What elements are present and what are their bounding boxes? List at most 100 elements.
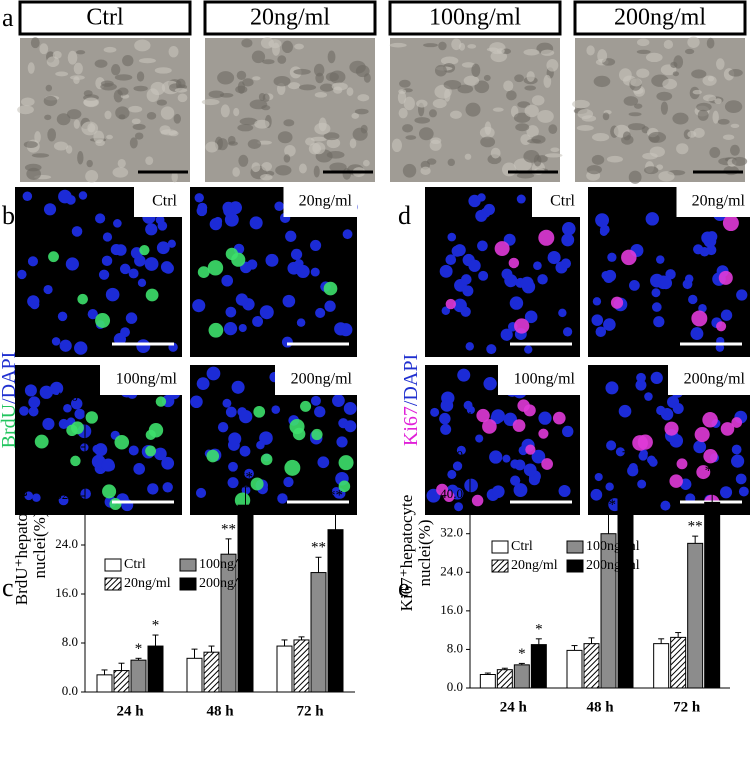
cell: [405, 135, 417, 140]
positive-nucleus: [525, 444, 536, 455]
nucleus: [462, 285, 474, 297]
nucleus: [731, 454, 745, 468]
nucleus: [283, 476, 294, 488]
nucleus: [154, 447, 167, 461]
positive-nucleus: [482, 419, 497, 434]
cell: [20, 97, 35, 107]
cell: [294, 43, 304, 50]
cell: [26, 167, 41, 180]
positive-nucleus: [731, 417, 743, 428]
nucleus: [562, 425, 574, 438]
cell: [480, 136, 496, 148]
cell: [696, 102, 712, 112]
cell: [447, 158, 455, 167]
nucleus: [738, 486, 749, 497]
cell: [177, 93, 188, 103]
cell: [86, 159, 93, 168]
cell: [648, 131, 667, 143]
nucleus: [706, 231, 718, 242]
cell: [313, 165, 320, 178]
y-tick-label: 32.0: [440, 525, 463, 540]
nucleus: [128, 445, 139, 456]
nucleus: [439, 264, 453, 278]
cell: [426, 158, 437, 165]
cell: [284, 144, 296, 157]
nucleus: [524, 345, 533, 354]
nucleus: [102, 232, 113, 242]
positive-nucleus: [538, 428, 549, 439]
cell: [351, 112, 360, 119]
cell: [457, 84, 474, 94]
nucleus: [562, 221, 576, 236]
image-label: 100ng/ml: [116, 371, 178, 388]
cell: [363, 159, 370, 167]
nucleus: [58, 189, 72, 204]
cell: [93, 130, 105, 144]
nucleus: [136, 339, 151, 354]
cell: [117, 87, 129, 96]
nucleus: [688, 294, 698, 305]
nucleus: [101, 255, 113, 267]
cell: [544, 153, 563, 158]
cell: [627, 123, 646, 131]
cell: [313, 63, 325, 77]
stain-name: Ki67: [400, 406, 422, 446]
significance: **: [688, 519, 703, 535]
cell: [630, 78, 642, 87]
cell: [716, 58, 725, 70]
cell: [154, 67, 172, 74]
cell: [55, 71, 69, 77]
cell: [602, 112, 610, 121]
cell: [513, 112, 531, 123]
cell: [104, 110, 112, 120]
cell: [398, 107, 408, 119]
legend-swatch: [104, 577, 122, 591]
cell: [237, 124, 254, 132]
cell: [357, 94, 370, 102]
nucleus: [491, 485, 505, 498]
positive-nucleus: [260, 453, 273, 466]
nucleus: [647, 455, 656, 465]
bar: [530, 644, 547, 689]
cell: [524, 104, 539, 118]
legend-label: Ctrl: [124, 557, 146, 572]
cell: [636, 49, 651, 55]
cell: [277, 131, 293, 144]
bar: [687, 542, 704, 689]
nucleus: [645, 212, 659, 226]
positive-nucleus: [443, 491, 455, 503]
nucleus: [465, 342, 474, 351]
positive-nucleus: [300, 400, 312, 412]
positive-nucleus: [720, 422, 735, 436]
nucleus: [603, 272, 615, 283]
image-label: 200ng/ml: [684, 371, 746, 388]
cell: [327, 50, 336, 64]
nucleus: [430, 407, 440, 417]
nucleus: [510, 459, 520, 469]
positive-nucleus: [471, 494, 484, 507]
cell: [717, 118, 730, 125]
cell: [593, 75, 611, 88]
nucleus: [231, 380, 245, 394]
cell: [697, 109, 709, 121]
nucleus: [225, 406, 237, 418]
cell: [606, 155, 623, 163]
cell: [242, 78, 254, 87]
x-tick-label: 48 h: [206, 703, 234, 719]
cell: [728, 69, 743, 77]
cell: [45, 84, 53, 92]
cell: [514, 74, 524, 83]
stain-label: Ki67/DAPI: [400, 354, 422, 446]
cell: [389, 42, 407, 48]
nucleus: [317, 456, 330, 469]
cell: [133, 85, 148, 92]
cell: [227, 141, 238, 146]
cell: [591, 154, 605, 165]
nucleus: [736, 289, 748, 301]
nucleus: [128, 268, 139, 279]
nucleus: [137, 278, 147, 287]
nucleus: [468, 194, 481, 208]
nucleus: [486, 344, 497, 355]
nucleus: [715, 343, 725, 352]
cell: [423, 43, 438, 48]
